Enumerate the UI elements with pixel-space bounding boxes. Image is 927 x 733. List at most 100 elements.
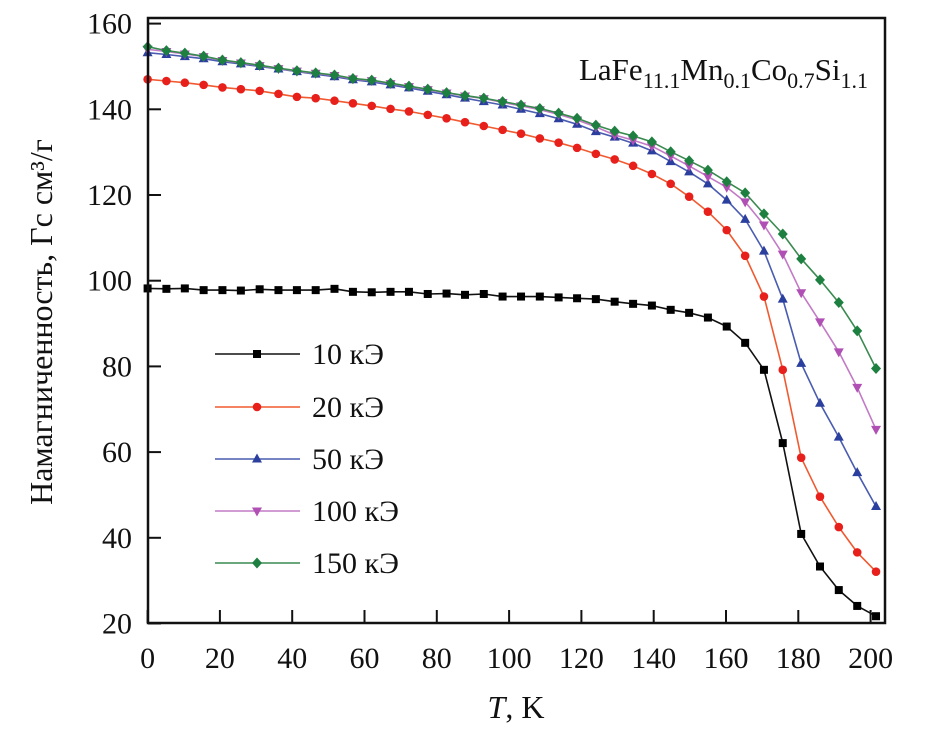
data-point [702, 178, 713, 188]
data-point [796, 253, 807, 265]
x-tick-label: 180 [776, 642, 821, 675]
data-point [274, 89, 283, 99]
data-point [758, 208, 769, 220]
data-point [591, 149, 601, 159]
data-point [721, 194, 732, 204]
data-point [498, 125, 507, 135]
x-tick-label: 60 [350, 642, 380, 675]
legend-label: 10 кЭ [312, 338, 384, 371]
data-point [852, 325, 863, 337]
data-point [291, 65, 302, 77]
data-point [796, 357, 807, 367]
series-line [147, 51, 877, 507]
data-point [871, 363, 882, 375]
data-point [609, 125, 620, 137]
series-1 [143, 75, 881, 576]
data-point [460, 117, 470, 127]
data-point [665, 146, 676, 158]
data-point [591, 295, 600, 304]
data-point [236, 84, 246, 94]
y-axis-label: Намагниченность, Гс см³/г [23, 139, 59, 505]
data-point [442, 289, 451, 298]
data-point [684, 155, 695, 167]
data-point [590, 119, 601, 131]
series-3 [142, 45, 882, 435]
data-point [292, 286, 301, 295]
data-point [758, 221, 769, 231]
data-point [685, 308, 694, 317]
data-point [853, 601, 862, 610]
data-point [459, 90, 470, 102]
data-point [367, 101, 377, 111]
y-tick-label: 120 [87, 179, 132, 212]
legend-item: 20 кЭ [215, 391, 384, 424]
data-point [740, 198, 751, 208]
data-point [348, 99, 358, 108]
data-point [517, 292, 526, 301]
data-point [255, 285, 264, 294]
y-tick-label: 100 [87, 265, 132, 298]
data-point [347, 72, 358, 84]
x-tick-label: 140 [631, 642, 676, 675]
series-0 [143, 284, 881, 621]
data-point [554, 293, 563, 302]
data-point [777, 293, 788, 303]
data-point [759, 365, 768, 374]
data-point [199, 80, 208, 90]
x-tick-label: 40 [277, 642, 307, 675]
data-point [610, 297, 619, 306]
data-point [833, 297, 844, 309]
y-tick-label: 60 [102, 436, 132, 469]
data-point [311, 93, 320, 103]
series-2 [142, 47, 882, 511]
data-point [777, 228, 788, 240]
data-point [741, 338, 750, 347]
series-line [147, 45, 877, 369]
x-tick-label: 200 [848, 642, 893, 675]
data-point [422, 83, 433, 95]
data-point [852, 383, 863, 393]
data-point [218, 83, 227, 92]
data-point [722, 225, 732, 235]
legend-label: 100 кЭ [312, 495, 399, 528]
y-tick-label: 140 [87, 93, 132, 126]
legend-label: 150 кЭ [312, 547, 399, 580]
data-point [218, 286, 227, 295]
x-tick-label: 0 [140, 642, 155, 675]
data-point [610, 155, 619, 164]
data-point [703, 313, 712, 322]
data-point [479, 289, 488, 298]
data-point [442, 113, 451, 123]
data-point [572, 143, 582, 153]
data-point [647, 169, 657, 179]
x-tick-label: 100 [487, 642, 532, 675]
data-point [273, 62, 284, 74]
data-point [666, 179, 675, 189]
data-point [330, 284, 339, 293]
x-tick-label: 80 [422, 642, 452, 675]
data-point [161, 45, 172, 57]
y-tick-label: 160 [87, 8, 132, 41]
data-point [573, 294, 582, 303]
legend-marker [253, 350, 261, 358]
legend-marker [252, 557, 262, 569]
x-axis-label: T, K [488, 689, 545, 725]
data-point [479, 121, 489, 131]
series-line [147, 287, 877, 617]
data-point [367, 288, 376, 297]
data-point [833, 348, 844, 358]
data-point [441, 87, 452, 99]
data-point [702, 173, 713, 183]
legend-marker [252, 453, 262, 463]
legend: 10 кЭ 20 кЭ 50 кЭ 100 кЭ 150 кЭ [215, 338, 399, 580]
data-point [778, 365, 788, 375]
data-point [796, 289, 807, 299]
data-point [646, 136, 657, 148]
legend-item: 100 кЭ [215, 495, 399, 528]
data-point [235, 57, 246, 69]
data-point [778, 439, 787, 448]
data-point [834, 522, 844, 532]
data-point [553, 107, 564, 119]
y-tick-label: 80 [102, 350, 132, 383]
data-point [180, 284, 189, 293]
